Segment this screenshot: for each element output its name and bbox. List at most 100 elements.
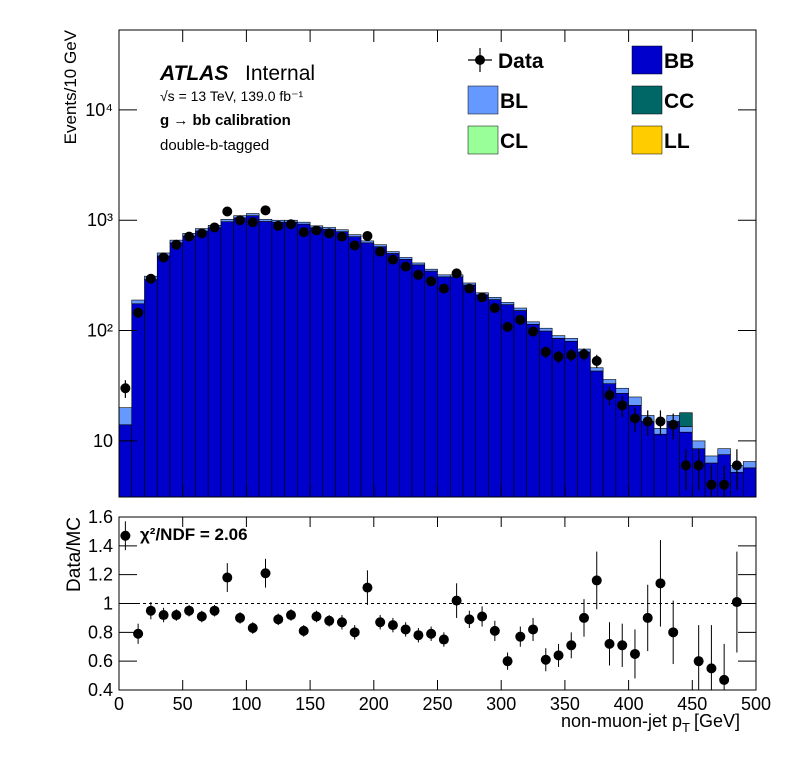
data-point — [502, 321, 513, 332]
y-tick-label: 10² — [87, 321, 113, 341]
legend-marker — [475, 55, 485, 65]
histogram-bar — [653, 433, 668, 497]
data-point — [209, 222, 220, 233]
histogram-bar — [411, 264, 426, 497]
ratio-point — [375, 617, 386, 628]
data-point — [591, 355, 602, 366]
histogram-bar — [679, 426, 693, 433]
histogram-bar — [348, 236, 362, 497]
histogram-bar — [258, 218, 273, 222]
data-point — [680, 460, 691, 471]
ratio-point — [451, 595, 462, 606]
data-point — [642, 416, 653, 427]
legend-swatch — [467, 85, 499, 115]
ratio-point — [413, 630, 424, 641]
histogram-bar — [360, 240, 375, 244]
histogram-bar — [704, 455, 719, 464]
y-axis-label: Events/10 GeV — [61, 29, 80, 144]
histogram-bar — [398, 259, 413, 497]
data-point — [311, 225, 322, 236]
ratio-point — [528, 624, 539, 635]
main-frame — [118, 29, 757, 498]
histogram-bar — [335, 231, 349, 497]
ratio-point — [260, 568, 271, 579]
y-tick-label: 10³ — [87, 210, 113, 230]
legend-label: Data — [498, 50, 544, 73]
legend-label: CL — [500, 130, 528, 153]
data-point — [133, 307, 144, 318]
data-point — [145, 273, 156, 284]
ratio-point — [502, 656, 513, 667]
histogram-bar — [220, 221, 234, 497]
histogram-bar — [424, 270, 438, 497]
chi2-label: χ²/NDF = 2.06 — [140, 525, 248, 544]
histogram-bar — [207, 227, 222, 497]
histogram-bar — [246, 213, 260, 216]
ratio-point — [706, 663, 717, 674]
histogram-bar — [297, 223, 311, 497]
x-tick-label: 250 — [422, 694, 452, 714]
ratio-point — [387, 620, 398, 631]
ratio-point — [362, 582, 373, 593]
main-plot — [119, 205, 756, 497]
histogram-bar — [373, 246, 387, 497]
histogram-bar — [233, 217, 247, 497]
data-point — [171, 239, 182, 250]
ratio-point — [719, 674, 730, 685]
ratio-point — [438, 634, 449, 645]
x-tick-label: 300 — [486, 694, 516, 714]
histogram-bar — [488, 297, 502, 300]
legend-label: LL — [664, 130, 690, 153]
ratio-point — [285, 610, 296, 621]
histogram-bar — [424, 268, 438, 272]
data-point — [413, 269, 424, 280]
data-point — [235, 215, 246, 226]
histogram-bar — [144, 279, 158, 497]
ratio-point — [133, 628, 144, 639]
histogram-bar — [564, 340, 578, 497]
data-point — [387, 254, 398, 265]
data-point — [247, 217, 258, 228]
data-point — [273, 220, 284, 231]
histogram-bar — [386, 251, 400, 254]
ratio-point — [209, 605, 220, 616]
x-axis-label-text: non-muon-jet p — [561, 711, 682, 731]
ratio-point — [693, 656, 704, 667]
ratio-y-axis-label: Data/MC — [64, 517, 85, 592]
histogram-bar — [628, 396, 642, 406]
data-point — [400, 261, 411, 272]
x-tick-label: 450 — [677, 694, 707, 714]
histogram-bar — [297, 221, 311, 225]
data-point — [731, 460, 742, 471]
ratio-point — [579, 612, 590, 623]
data-point — [349, 240, 360, 251]
data-point — [324, 228, 335, 239]
data-point — [706, 479, 717, 490]
ratio-point — [235, 612, 246, 623]
ratio-point — [477, 611, 488, 622]
histogram-bar — [284, 221, 298, 497]
histogram-bar — [322, 229, 336, 497]
ratio-plot — [119, 521, 756, 690]
selection-label: g → bb calibration — [160, 112, 291, 129]
x-axis-label-unit: [GeV] — [694, 711, 740, 731]
ratio-point — [222, 572, 233, 583]
data-point — [655, 416, 666, 427]
ratio-point — [426, 628, 437, 639]
histogram-bar — [539, 327, 553, 332]
histogram-bar — [348, 234, 362, 237]
ratio-point — [642, 612, 653, 623]
ratio-point — [311, 611, 322, 622]
histogram-bar — [131, 299, 145, 305]
histogram-bar — [590, 370, 604, 497]
data-point — [489, 303, 500, 314]
ratio-point — [158, 610, 169, 621]
ratio-point — [604, 638, 615, 649]
data-point — [668, 419, 679, 430]
ratio-point — [247, 623, 258, 634]
ratio-point — [515, 631, 526, 642]
axes: 10 10² 10³ 10⁴ Data BB BL CC CL LL 0 50 100 150 200 250… — [85, 30, 771, 714]
data-point — [426, 276, 437, 287]
data-point — [629, 413, 640, 424]
